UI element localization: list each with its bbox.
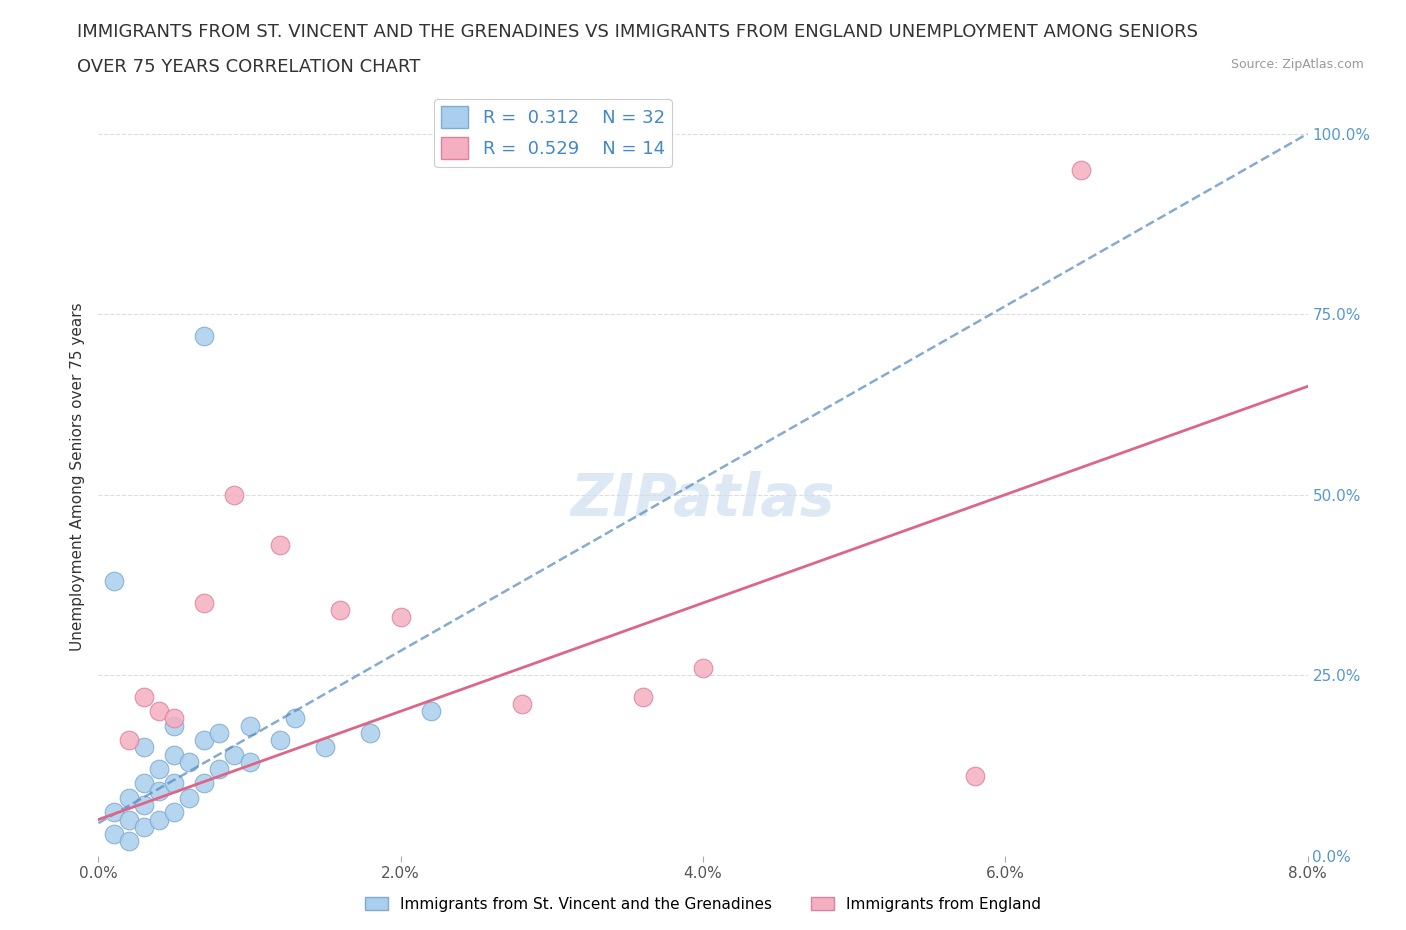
Point xyxy=(631,689,654,704)
Point xyxy=(420,704,443,719)
Point xyxy=(118,833,141,848)
Point xyxy=(132,798,155,813)
Point xyxy=(163,747,186,762)
Point xyxy=(118,733,141,748)
Point xyxy=(193,328,215,343)
Point xyxy=(360,725,382,740)
Point xyxy=(179,790,201,805)
Point xyxy=(148,783,170,798)
Point xyxy=(965,769,987,784)
Y-axis label: Unemployment Among Seniors over 75 years: Unemployment Among Seniors over 75 years xyxy=(69,302,84,651)
Point xyxy=(1070,163,1092,178)
Point xyxy=(163,804,186,819)
Point xyxy=(269,538,291,552)
Point xyxy=(224,747,246,762)
Point xyxy=(118,790,141,805)
Point xyxy=(132,776,155,790)
Point xyxy=(103,804,125,819)
Text: OVER 75 YEARS CORRELATION CHART: OVER 75 YEARS CORRELATION CHART xyxy=(77,58,420,75)
Point xyxy=(118,812,141,827)
Point xyxy=(163,776,186,790)
Point xyxy=(389,610,412,625)
Point xyxy=(193,733,215,748)
Point xyxy=(314,740,336,755)
Point xyxy=(179,754,201,769)
Point xyxy=(163,711,186,726)
Point xyxy=(510,697,533,711)
Point xyxy=(208,725,231,740)
Point xyxy=(103,827,125,842)
Legend: Immigrants from St. Vincent and the Grenadines, Immigrants from England: Immigrants from St. Vincent and the Gren… xyxy=(359,890,1047,918)
Point xyxy=(132,740,155,755)
Point xyxy=(148,762,170,777)
Point xyxy=(239,718,262,733)
Point xyxy=(132,689,155,704)
Point xyxy=(148,704,170,719)
Text: Source: ZipAtlas.com: Source: ZipAtlas.com xyxy=(1230,58,1364,71)
Point xyxy=(208,762,231,777)
Point xyxy=(103,574,125,589)
Point xyxy=(163,718,186,733)
Point xyxy=(224,487,246,502)
Legend: R =  0.312    N = 32, R =  0.529    N = 14: R = 0.312 N = 32, R = 0.529 N = 14 xyxy=(434,100,672,166)
Point xyxy=(692,660,714,675)
Point xyxy=(193,595,215,610)
Point xyxy=(239,754,262,769)
Point xyxy=(269,733,291,748)
Point xyxy=(284,711,307,726)
Point xyxy=(193,776,215,790)
Point xyxy=(132,819,155,834)
Point xyxy=(148,812,170,827)
Point xyxy=(329,603,352,618)
Text: IMMIGRANTS FROM ST. VINCENT AND THE GRENADINES VS IMMIGRANTS FROM ENGLAND UNEMPL: IMMIGRANTS FROM ST. VINCENT AND THE GREN… xyxy=(77,23,1198,41)
Text: ZIPatlas: ZIPatlas xyxy=(571,471,835,528)
